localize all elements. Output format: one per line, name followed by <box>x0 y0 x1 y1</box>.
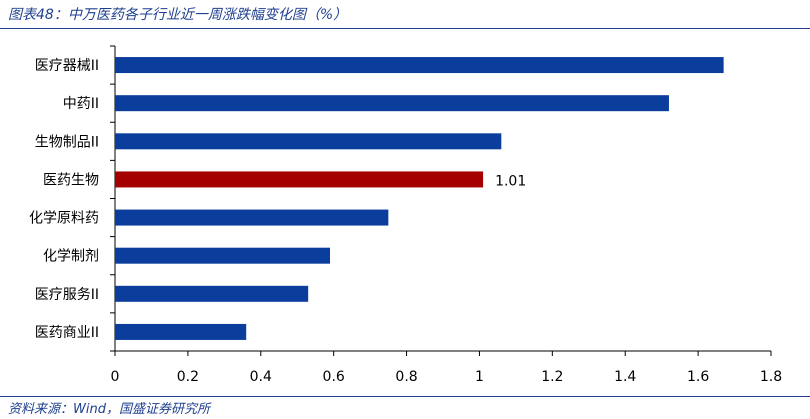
bar <box>115 57 724 74</box>
x-tick-label: 0 <box>111 369 120 385</box>
data-label: 1.01 <box>495 173 526 189</box>
bar <box>115 323 247 340</box>
category-label: 化学原料药 <box>29 211 99 227</box>
x-tick-label: 1.4 <box>614 369 636 385</box>
x-tick-label: 1.2 <box>541 369 563 385</box>
x-tick-label: 0.8 <box>395 369 417 385</box>
category-label: 生物制品II <box>35 134 99 150</box>
x-tick-label: 0.6 <box>323 369 345 385</box>
category-label: 医疗器械II <box>35 58 99 74</box>
x-tick-label: 1 <box>475 369 484 385</box>
source-note: 资料来源：Wind，国盛证券研究所 <box>8 402 210 417</box>
category-label: 医药生物 <box>43 172 99 188</box>
bar <box>115 247 331 264</box>
bar <box>115 285 309 302</box>
footer-divider <box>0 396 810 397</box>
x-tick-label: 0.4 <box>250 369 272 385</box>
title-divider <box>0 28 810 29</box>
x-tick-label: 0.2 <box>177 369 199 385</box>
category-label: 医药商业II <box>35 325 99 341</box>
bar <box>115 209 389 226</box>
bar <box>115 171 484 188</box>
chart-title: 图表48：中万医药各子行业近一周涨跌幅变化图（%） <box>8 7 348 23</box>
bar <box>115 95 669 112</box>
x-tick-label: 1.6 <box>687 369 709 385</box>
category-label: 化学制剂 <box>43 249 99 265</box>
category-label: 医疗服务II <box>35 287 99 303</box>
bar <box>115 133 502 150</box>
category-label: 中药II <box>63 96 99 112</box>
x-tick-label: 1.8 <box>760 369 782 385</box>
